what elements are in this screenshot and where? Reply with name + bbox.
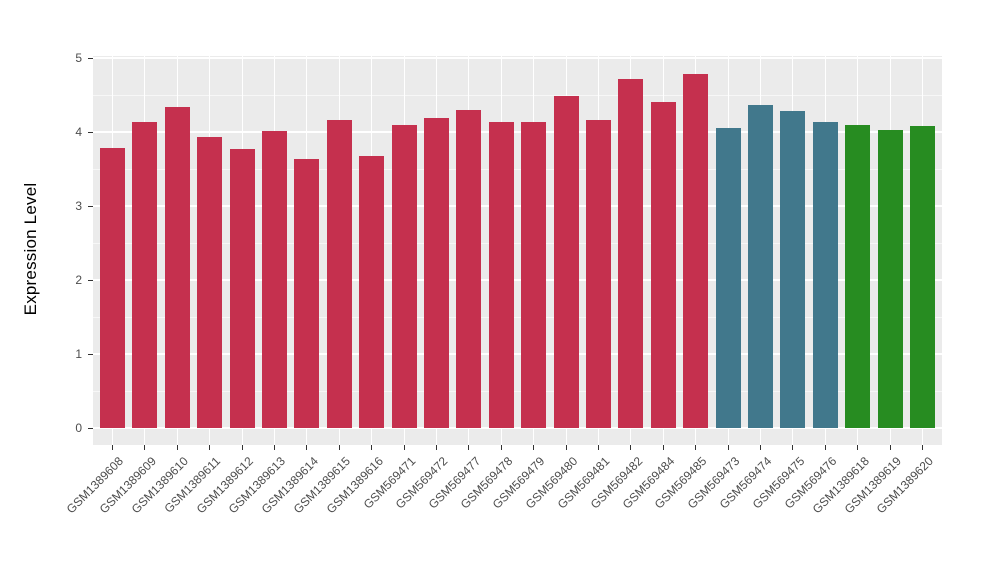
gridline-minor <box>93 316 942 318</box>
y-tick-label: 4 <box>75 125 82 140</box>
y-tick <box>88 353 93 355</box>
x-tick <box>565 445 567 450</box>
x-tick <box>338 445 340 450</box>
gridline-minor <box>93 242 942 244</box>
bar-GSM569479 <box>521 121 547 429</box>
bar-GSM569474 <box>748 105 774 429</box>
bar-GSM1389608 <box>99 148 125 429</box>
bar-GSM569471 <box>391 125 417 429</box>
x-tick <box>241 445 243 450</box>
bar-GSM1389620 <box>910 126 936 429</box>
x-tick <box>435 445 437 450</box>
bar-GSM1389619 <box>877 129 903 429</box>
x-tick <box>695 445 697 450</box>
x-tick <box>792 445 794 450</box>
x-tick <box>533 445 535 450</box>
bar-GSM569476 <box>812 121 838 429</box>
bar-GSM1389613 <box>261 131 287 429</box>
x-tick <box>144 445 146 450</box>
y-tick <box>88 427 93 429</box>
gridline-major <box>93 427 942 430</box>
y-tick <box>88 131 93 133</box>
bar-GSM1389614 <box>294 158 320 429</box>
y-tick-label: 1 <box>75 347 82 362</box>
x-tick <box>403 445 405 450</box>
gridline-major <box>93 131 942 134</box>
bar-GSM569473 <box>715 128 741 429</box>
x-tick <box>922 445 924 450</box>
x-tick <box>306 445 308 450</box>
y-tick <box>88 279 93 281</box>
bar-GSM569480 <box>553 95 579 429</box>
x-tick <box>857 445 859 450</box>
x-tick <box>824 445 826 450</box>
x-tick <box>111 445 113 450</box>
x-tick <box>727 445 729 450</box>
bar-GSM1389611 <box>197 137 223 429</box>
bar-GSM1389610 <box>164 106 190 429</box>
bar-GSM1389616 <box>359 155 385 429</box>
gridline-minor <box>93 94 942 96</box>
gridline-minor <box>93 168 942 170</box>
bar-GSM1389618 <box>845 124 871 429</box>
x-tick <box>176 445 178 450</box>
y-tick <box>88 57 93 59</box>
x-tick <box>371 445 373 450</box>
x-tick <box>598 445 599 450</box>
x-tick <box>273 445 275 450</box>
bar-GSM569478 <box>488 121 514 429</box>
bar-GSM1389615 <box>326 120 352 429</box>
gridline-major <box>93 279 942 282</box>
gridline-major <box>93 57 942 59</box>
x-tick <box>760 445 762 450</box>
bar-GSM569475 <box>780 111 806 429</box>
y-tick <box>88 205 93 207</box>
x-tick <box>630 445 632 450</box>
gridline-major <box>93 353 942 356</box>
bar-GSM1389609 <box>132 122 158 429</box>
x-tick <box>662 445 664 450</box>
y-tick-label: 0 <box>75 421 82 436</box>
x-tick <box>209 445 211 450</box>
bar-GSM569484 <box>650 102 676 429</box>
y-tick-label: 2 <box>75 273 82 288</box>
bar-GSM569472 <box>423 117 449 429</box>
bar-GSM1389612 <box>229 149 255 429</box>
bar-GSM569477 <box>456 109 482 429</box>
x-tick <box>889 445 891 450</box>
gridline-major <box>93 205 942 208</box>
x-tick <box>468 445 470 450</box>
gridline-minor <box>93 390 942 392</box>
plot-panel <box>93 56 942 445</box>
bar-GSM569481 <box>586 120 611 429</box>
y-tick-label: 3 <box>75 199 82 214</box>
bar-GSM569485 <box>683 74 709 429</box>
x-tick <box>500 445 502 450</box>
y-tick-label: 5 <box>75 51 82 65</box>
bar-GSM569482 <box>618 79 644 429</box>
